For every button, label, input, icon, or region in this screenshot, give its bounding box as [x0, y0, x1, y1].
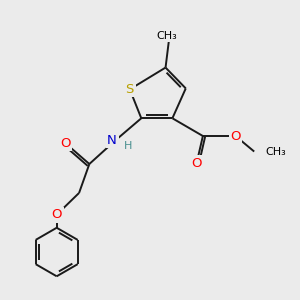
Text: CH₃: CH₃: [265, 147, 286, 157]
Text: S: S: [126, 83, 134, 96]
Text: CH₃: CH₃: [156, 31, 177, 41]
Text: O: O: [51, 208, 62, 221]
Text: N: N: [107, 134, 117, 146]
Text: O: O: [60, 137, 70, 150]
Text: H: H: [123, 141, 132, 151]
Text: O: O: [191, 157, 202, 169]
Text: O: O: [230, 130, 241, 142]
